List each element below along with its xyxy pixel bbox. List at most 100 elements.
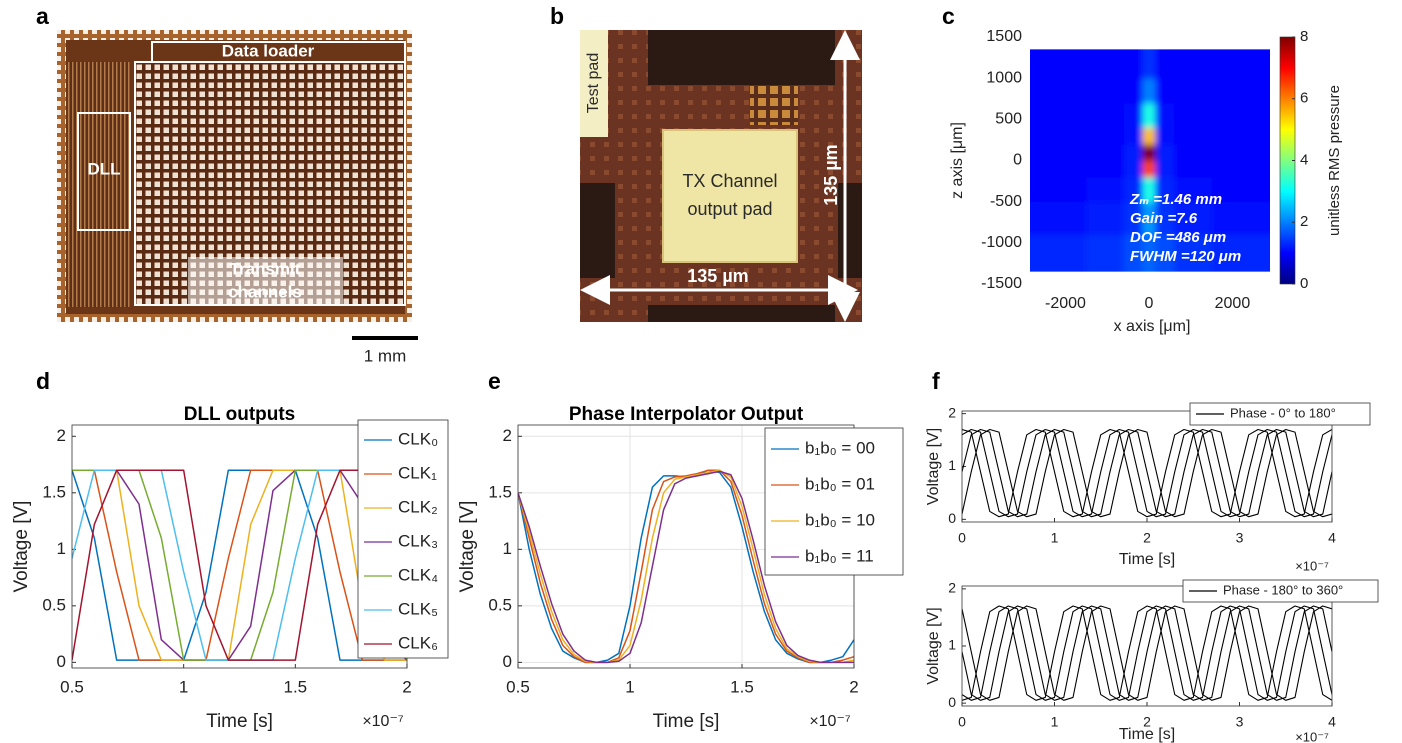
- heatmap-cell: [1211, 160, 1270, 178]
- heatmap-cell: [1174, 234, 1213, 272]
- heatmap-cell: [1142, 127, 1156, 145]
- series-line: [962, 605, 1332, 701]
- y-tick-label: 0.5: [488, 595, 512, 614]
- photo-label: Transmit: [230, 259, 301, 278]
- x-tick-label: 3: [1236, 714, 1244, 730]
- x-exponent: ×10⁻⁷: [362, 713, 404, 730]
- heatmap-cell: [1086, 144, 1125, 161]
- photo-label: channels: [228, 282, 302, 301]
- plot-area: [962, 411, 1332, 522]
- series-line: [962, 428, 1332, 518]
- legend-label: CLK₄: [398, 565, 438, 584]
- heatmap-cell: [1155, 102, 1175, 129]
- legend-label: CLK₃: [398, 531, 438, 550]
- x-tick-label: -2000: [1045, 295, 1086, 312]
- heatmap-cell: [1174, 127, 1213, 145]
- colorbar-tick-label: 4: [1300, 151, 1308, 168]
- panel-label: a: [36, 3, 49, 29]
- x-tick-label: 0: [958, 530, 966, 546]
- y-tick-label: 2: [948, 580, 956, 596]
- y-tick-label: 1.5: [42, 482, 66, 501]
- heatmap-cell: [1123, 144, 1144, 161]
- heatmap: [1030, 49, 1270, 272]
- x-tick-label: 0: [1145, 295, 1154, 312]
- heatmap-cell: [1086, 102, 1125, 129]
- photo-label: TX Channel: [682, 171, 777, 191]
- y-tick-label: 1: [57, 539, 66, 558]
- heatmap-cell: [1142, 78, 1156, 104]
- x-tick-label: 1.5: [284, 677, 308, 696]
- heatmap-cell: [1211, 201, 1270, 236]
- heatmap-cell: [1142, 176, 1156, 203]
- x-tick-label: 2: [1143, 714, 1151, 730]
- heatmap-cell: [1030, 160, 1087, 178]
- heatmap-cell: [1030, 176, 1087, 203]
- chip-photo: [57, 30, 412, 322]
- legend-label: CLK₀: [398, 429, 438, 448]
- x-exponent: ×10⁻⁷: [1295, 558, 1329, 573]
- legend-label: b₁b₀ = 11: [805, 546, 874, 565]
- legend-label: CLK₅: [398, 599, 438, 618]
- legend-box: [1189, 402, 1371, 426]
- annotation: DOF =486 μm: [1130, 229, 1226, 246]
- heatmap-cell: [1030, 102, 1087, 129]
- heatmap-cell: [1142, 49, 1156, 79]
- y-tick-label: 2: [57, 426, 66, 445]
- series-line: [72, 469, 407, 661]
- legend-box: [1182, 579, 1379, 603]
- series-line: [518, 469, 854, 664]
- panel-label: d: [36, 368, 50, 394]
- heatmap-cell: [1174, 78, 1213, 104]
- x-tick-label: 3: [1236, 530, 1244, 546]
- colorbar-tick-label: 0: [1300, 275, 1308, 292]
- heatmap-cell: [1086, 127, 1125, 145]
- x-axis-label: Time [s]: [1119, 726, 1175, 743]
- heatmap-cell: [1174, 102, 1213, 129]
- photo-label: Data loader: [222, 41, 315, 60]
- y-tick-label: 0: [948, 510, 956, 526]
- series-line: [518, 469, 854, 664]
- heatmap-cell: [1086, 78, 1125, 104]
- colorbar-tick-label: 6: [1300, 90, 1308, 107]
- heatmap-cell: [1086, 176, 1125, 203]
- y-tick-label: 1.5: [488, 482, 512, 501]
- heatmap-cell: [1155, 127, 1175, 145]
- y-tick-label: 1: [948, 637, 956, 653]
- legend-label: b₁b₀ = 01: [805, 474, 875, 493]
- x-tick-label: 4: [1328, 530, 1336, 546]
- x-axis-label: Time [s]: [653, 711, 720, 732]
- y-axis-label: Voltage [V]: [457, 501, 478, 593]
- x-exponent: ×10⁻⁷: [809, 713, 851, 730]
- y-axis-label: Voltage [V]: [11, 501, 32, 593]
- legend-label: b₁b₀ = 00: [805, 438, 875, 457]
- series-group: [962, 428, 1332, 518]
- heatmap-cell: [1123, 201, 1144, 236]
- heatmap-cell: [1142, 144, 1156, 161]
- y-tick-label: 0: [57, 652, 66, 671]
- heatmap-cell: [1030, 127, 1087, 145]
- heatmap-cell: [1155, 78, 1175, 104]
- heatmap-cell: [1211, 102, 1270, 129]
- axes-box: [961, 410, 1333, 523]
- colorbar-tick-label: 2: [1300, 213, 1308, 230]
- series-line: [518, 470, 854, 664]
- series-line: [962, 605, 1332, 701]
- x-axis-label: Time [s]: [1119, 551, 1175, 568]
- heatmap-cell: [1142, 234, 1156, 272]
- y-axis-label: z axis [μm]: [949, 122, 966, 199]
- x-axis-label: Time [s]: [206, 711, 273, 732]
- heatmap-cell: [1086, 201, 1125, 236]
- heatmap-cell: [1142, 102, 1156, 129]
- annotation: FWHM =120 μm: [1130, 248, 1241, 265]
- heatmap-cell: [1030, 49, 1087, 79]
- legend-label: CLK₆: [398, 633, 438, 652]
- heatmap-cell: [1211, 127, 1270, 145]
- heatmap-cell: [1123, 127, 1144, 145]
- y-tick-label: 0: [1013, 152, 1022, 169]
- series-line: [962, 428, 1332, 518]
- panel-label: c: [942, 3, 955, 29]
- y-tick-label: 0: [948, 694, 956, 710]
- photo-label: output pad: [687, 199, 772, 219]
- y-tick-label: 1000: [986, 69, 1022, 86]
